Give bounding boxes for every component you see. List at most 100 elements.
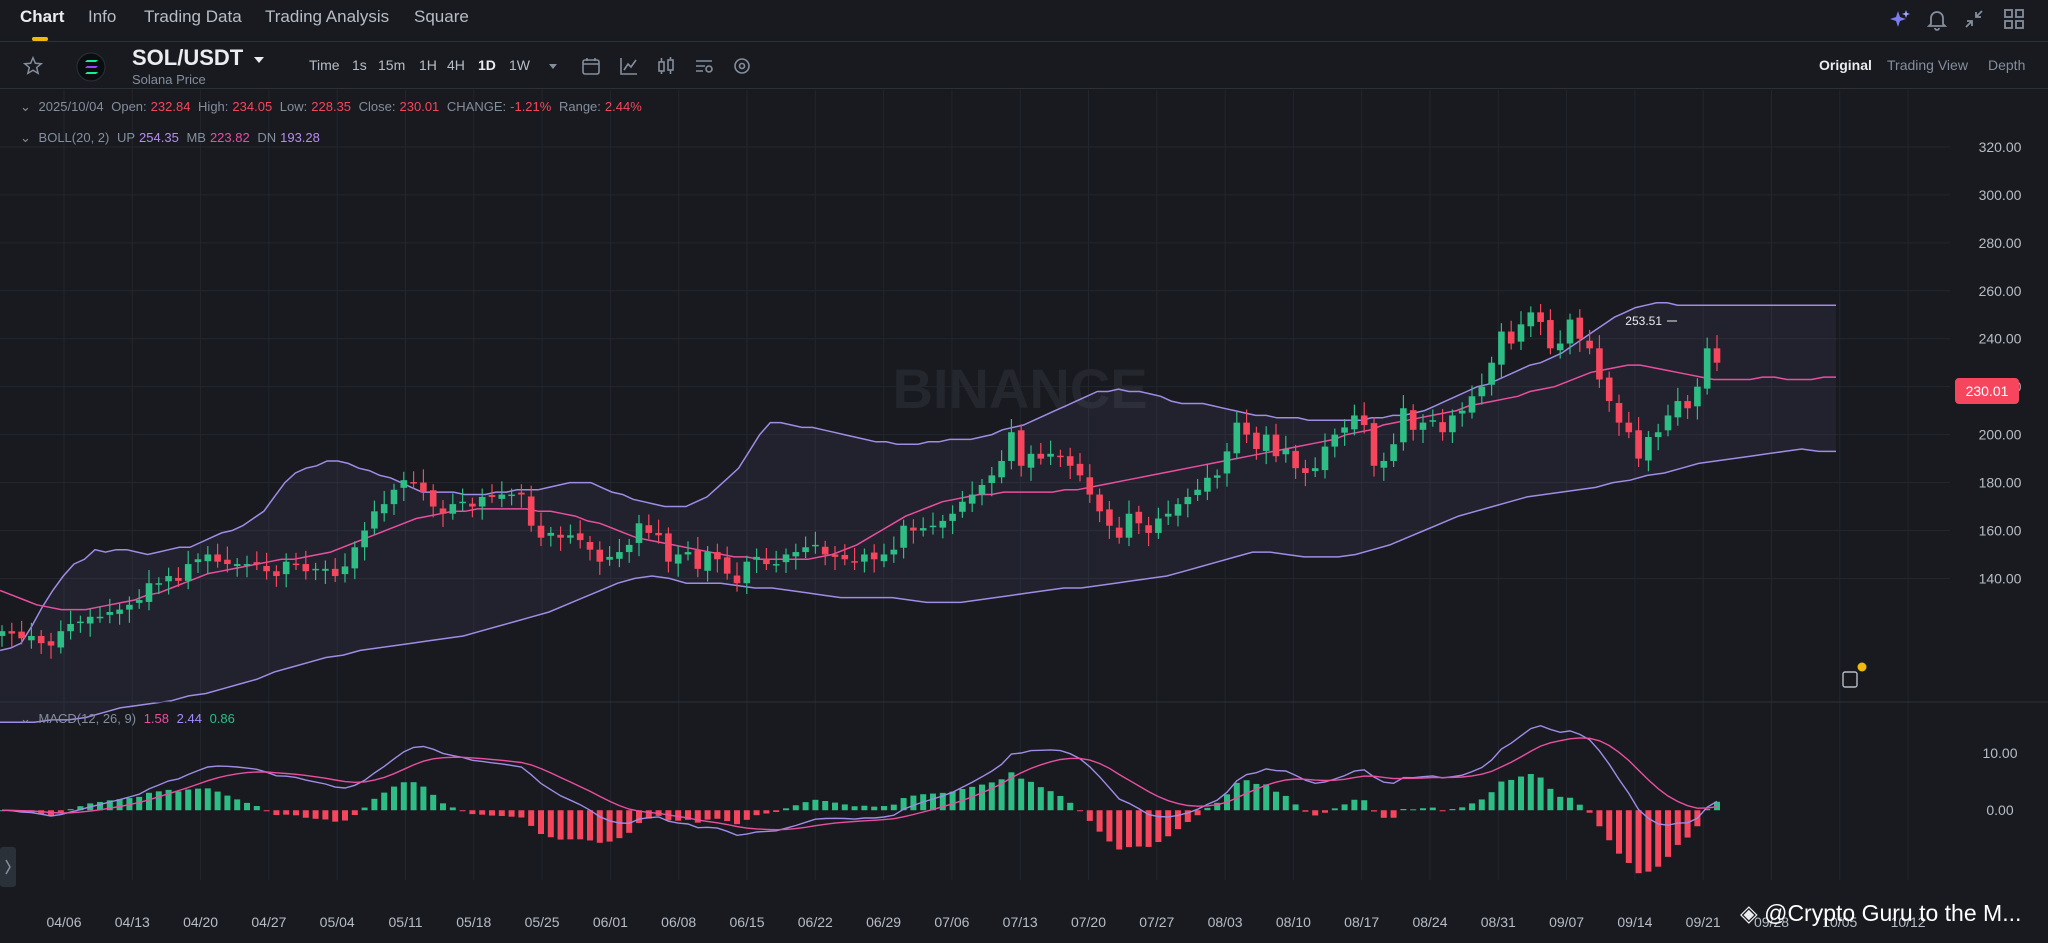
side-panel-handle[interactable] [0,847,16,887]
settings-list-icon[interactable] [693,55,715,77]
interval-1w[interactable]: 1W [509,57,530,73]
symbol-pair[interactable]: SOL/USDT [132,45,244,70]
ai-sparkle-icon[interactable] [1888,7,1912,31]
macd-bar [1067,802,1074,811]
macd-bar [802,802,809,811]
macd-bar [273,810,280,816]
candle-body [1380,460,1388,468]
bell-icon[interactable] [1925,7,1949,31]
macd-bar [155,791,162,811]
macd-legend[interactable]: ⌄ MACD(12, 26, 9) 1.58 2.44 0.86 [20,711,235,726]
candle-body [380,504,388,514]
collapse-icon[interactable] [1962,7,1986,31]
candle-body [723,557,731,574]
macd-bar [1410,809,1417,811]
interval-4h[interactable]: 4H [447,57,465,73]
macd-value-1: 1.58 [143,711,170,726]
candle-body [1027,453,1035,468]
macd-bar [459,810,466,812]
calendar-icon[interactable] [580,55,602,77]
ohlc-low: 228.35 [311,99,352,114]
candle-body [1164,513,1172,517]
interval-15m[interactable]: 15m [378,57,406,73]
gear-icon[interactable] [731,55,753,77]
tab-square[interactable]: Square [414,7,469,26]
candle-body [714,552,721,560]
candle-body [390,489,398,505]
candle-body [968,494,976,504]
candle-body [488,495,496,497]
macd-bar [391,786,397,811]
candle-body [1204,477,1211,492]
star-icon[interactable] [22,55,44,77]
candle-body [1664,415,1672,431]
candle-body [1468,396,1476,413]
macd-bar [1527,774,1534,811]
macd-bar [371,798,378,811]
candle-body [1321,446,1329,471]
ohlc-change: -1.21% [510,99,552,114]
tab-trading-analysis[interactable]: Trading Analysis [265,7,390,26]
date-tick-label: 08/17 [1344,914,1379,930]
macd-bar [77,806,84,811]
macd-bar [1567,797,1573,811]
more-intervals-icon[interactable] [542,55,564,77]
interval-1s[interactable]: 1s [352,57,367,73]
price-tick-label: 200.00 [1979,427,2022,443]
candle-body [1135,511,1143,524]
macd-bar [998,779,1005,811]
macd-bar [547,810,554,838]
candle-type-icon[interactable] [655,55,677,77]
macd-bar [1380,810,1387,818]
candle-body [1213,475,1221,478]
candle-body [841,554,849,560]
tab-trading-data[interactable]: Trading Data [144,7,242,26]
candle-body [243,564,251,566]
macd-bar [400,782,407,811]
candle-body [214,554,221,562]
interval-1d[interactable]: 1D [478,57,496,73]
macd-bar [1459,807,1466,811]
date-tick-label: 07/20 [1071,914,1106,930]
candle-body [1233,422,1241,454]
layout-grid-icon[interactable] [2002,7,2026,31]
candle-body [782,554,790,563]
macd-bar [508,810,515,817]
candle-body [949,513,956,521]
date-tick-label: 08/03 [1208,914,1243,930]
tab-chart[interactable]: Chart [20,7,65,26]
indicator-icon[interactable] [618,55,640,77]
view-depth[interactable]: Depth [1988,57,2026,73]
candle-body [1547,320,1554,349]
macd-bar [1047,791,1054,811]
last-price-tag [1955,378,2019,404]
price-tick-label: 140.00 [1979,570,2022,586]
interval-time[interactable]: Time [309,57,340,73]
macd-bar [1586,810,1593,813]
price-chart[interactable]: BINANCE 140.00160.00180.00200.00220.0024… [0,90,2048,943]
macd-bar [783,808,789,811]
view-trading-view[interactable]: Trading View [1887,57,1968,73]
interval-1h[interactable]: 1H [419,57,437,73]
caret-down-icon[interactable] [252,53,266,67]
symbol-subtitle[interactable]: Solana Price [132,72,206,87]
notes-icon[interactable] [1842,671,1858,688]
candle-body [1115,527,1123,538]
candle-body [1302,468,1309,473]
candle-body [1076,463,1084,476]
date-tick-label: 05/04 [320,914,355,930]
candle-body [733,575,741,584]
view-original[interactable]: Original [1819,57,1872,73]
candle-body [469,503,476,507]
date-tick-label: 05/11 [389,914,423,930]
tab-info[interactable]: Info [88,7,117,26]
macd-bar [1263,784,1270,811]
candle-body [1625,422,1633,433]
candle-body [96,616,104,619]
macd-bar [714,810,721,819]
candle-body [527,496,535,526]
boll-legend[interactable]: ⌄ BOLL(20, 2) UP 254.35 MB 223.82 DN 193.28 [20,130,320,145]
candle-body [459,501,466,504]
candle-body [204,554,212,562]
macd-bar [410,782,417,811]
